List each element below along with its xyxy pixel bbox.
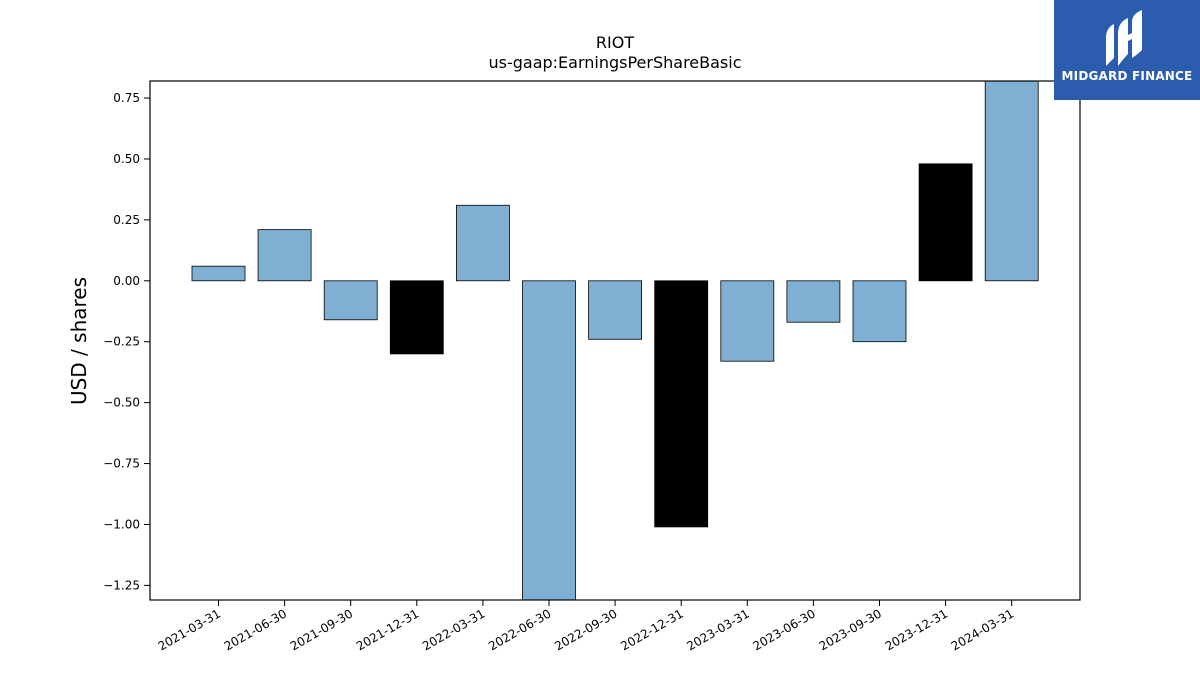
x-tick-label: 2023-03-31 — [684, 606, 751, 653]
y-axis: 0.75 0.50 0.25 0.00 −0.25 −0.50 −0.75 −1.00 −1.2… — [103, 91, 150, 592]
bar-2022-06-30 — [522, 280, 576, 601]
bar-2023-03-31 — [720, 280, 775, 362]
x-tick-label: 2023-12-31 — [883, 606, 950, 653]
x-tick-label: 2023-06-30 — [750, 606, 817, 653]
bar-2021-09-30 — [323, 280, 378, 321]
bars — [191, 80, 1039, 601]
y-tick-label: −0.50 — [103, 396, 140, 410]
bar-2022-12-31 — [654, 280, 709, 528]
x-tick-label: 2022-09-30 — [552, 606, 619, 653]
y-tick-label: 0.00 — [113, 274, 140, 288]
bar-2022-09-30 — [588, 280, 642, 340]
y-tick-label: −0.25 — [103, 335, 140, 349]
x-axis: 2021-03-312021-06-302021-09-302021-12-31… — [156, 600, 1016, 653]
bar-2022-03-31 — [455, 204, 510, 282]
x-tick-label: 2022-12-31 — [618, 606, 685, 653]
x-tick-label: 2022-06-30 — [486, 606, 553, 653]
chart-subtitle: us-gaap:EarningsPerShareBasic — [488, 53, 741, 72]
bar-2021-12-31 — [389, 280, 444, 355]
logo-text: MIDGARD FINANCE — [1061, 69, 1193, 83]
bar-2021-03-31 — [191, 265, 246, 282]
x-tick-label: 2022-03-31 — [420, 606, 487, 653]
chart-title: RIOT — [596, 33, 634, 52]
bar-2023-12-31 — [918, 163, 973, 282]
y-tick-label: 0.50 — [113, 152, 140, 166]
brand-logo: MIDGARD FINANCE — [1054, 0, 1200, 100]
x-tick-label: 2021-09-30 — [288, 606, 355, 653]
y-axis-label: USD / shares — [67, 277, 91, 405]
y-tick-label: 0.75 — [113, 91, 140, 105]
x-tick-label: 2024-03-31 — [949, 606, 1016, 653]
y-tick-label: −1.25 — [103, 578, 140, 592]
x-tick-label: 2023-09-30 — [817, 606, 884, 653]
y-tick-label: 0.25 — [113, 213, 140, 227]
x-tick-label: 2021-06-30 — [222, 606, 289, 653]
bar-2021-06-30 — [257, 229, 312, 282]
bar-2023-06-30 — [786, 280, 841, 323]
x-tick-label: 2021-12-31 — [354, 606, 421, 653]
x-tick-label: 2021-03-31 — [156, 606, 223, 653]
y-tick-label: −0.75 — [103, 457, 140, 471]
y-tick-label: −1.00 — [103, 517, 140, 531]
bar-2024-03-31 — [984, 80, 1039, 282]
plot-frame — [149, 80, 1081, 601]
bar-2023-09-30 — [852, 280, 907, 343]
logo-mark-icon — [1106, 10, 1142, 66]
